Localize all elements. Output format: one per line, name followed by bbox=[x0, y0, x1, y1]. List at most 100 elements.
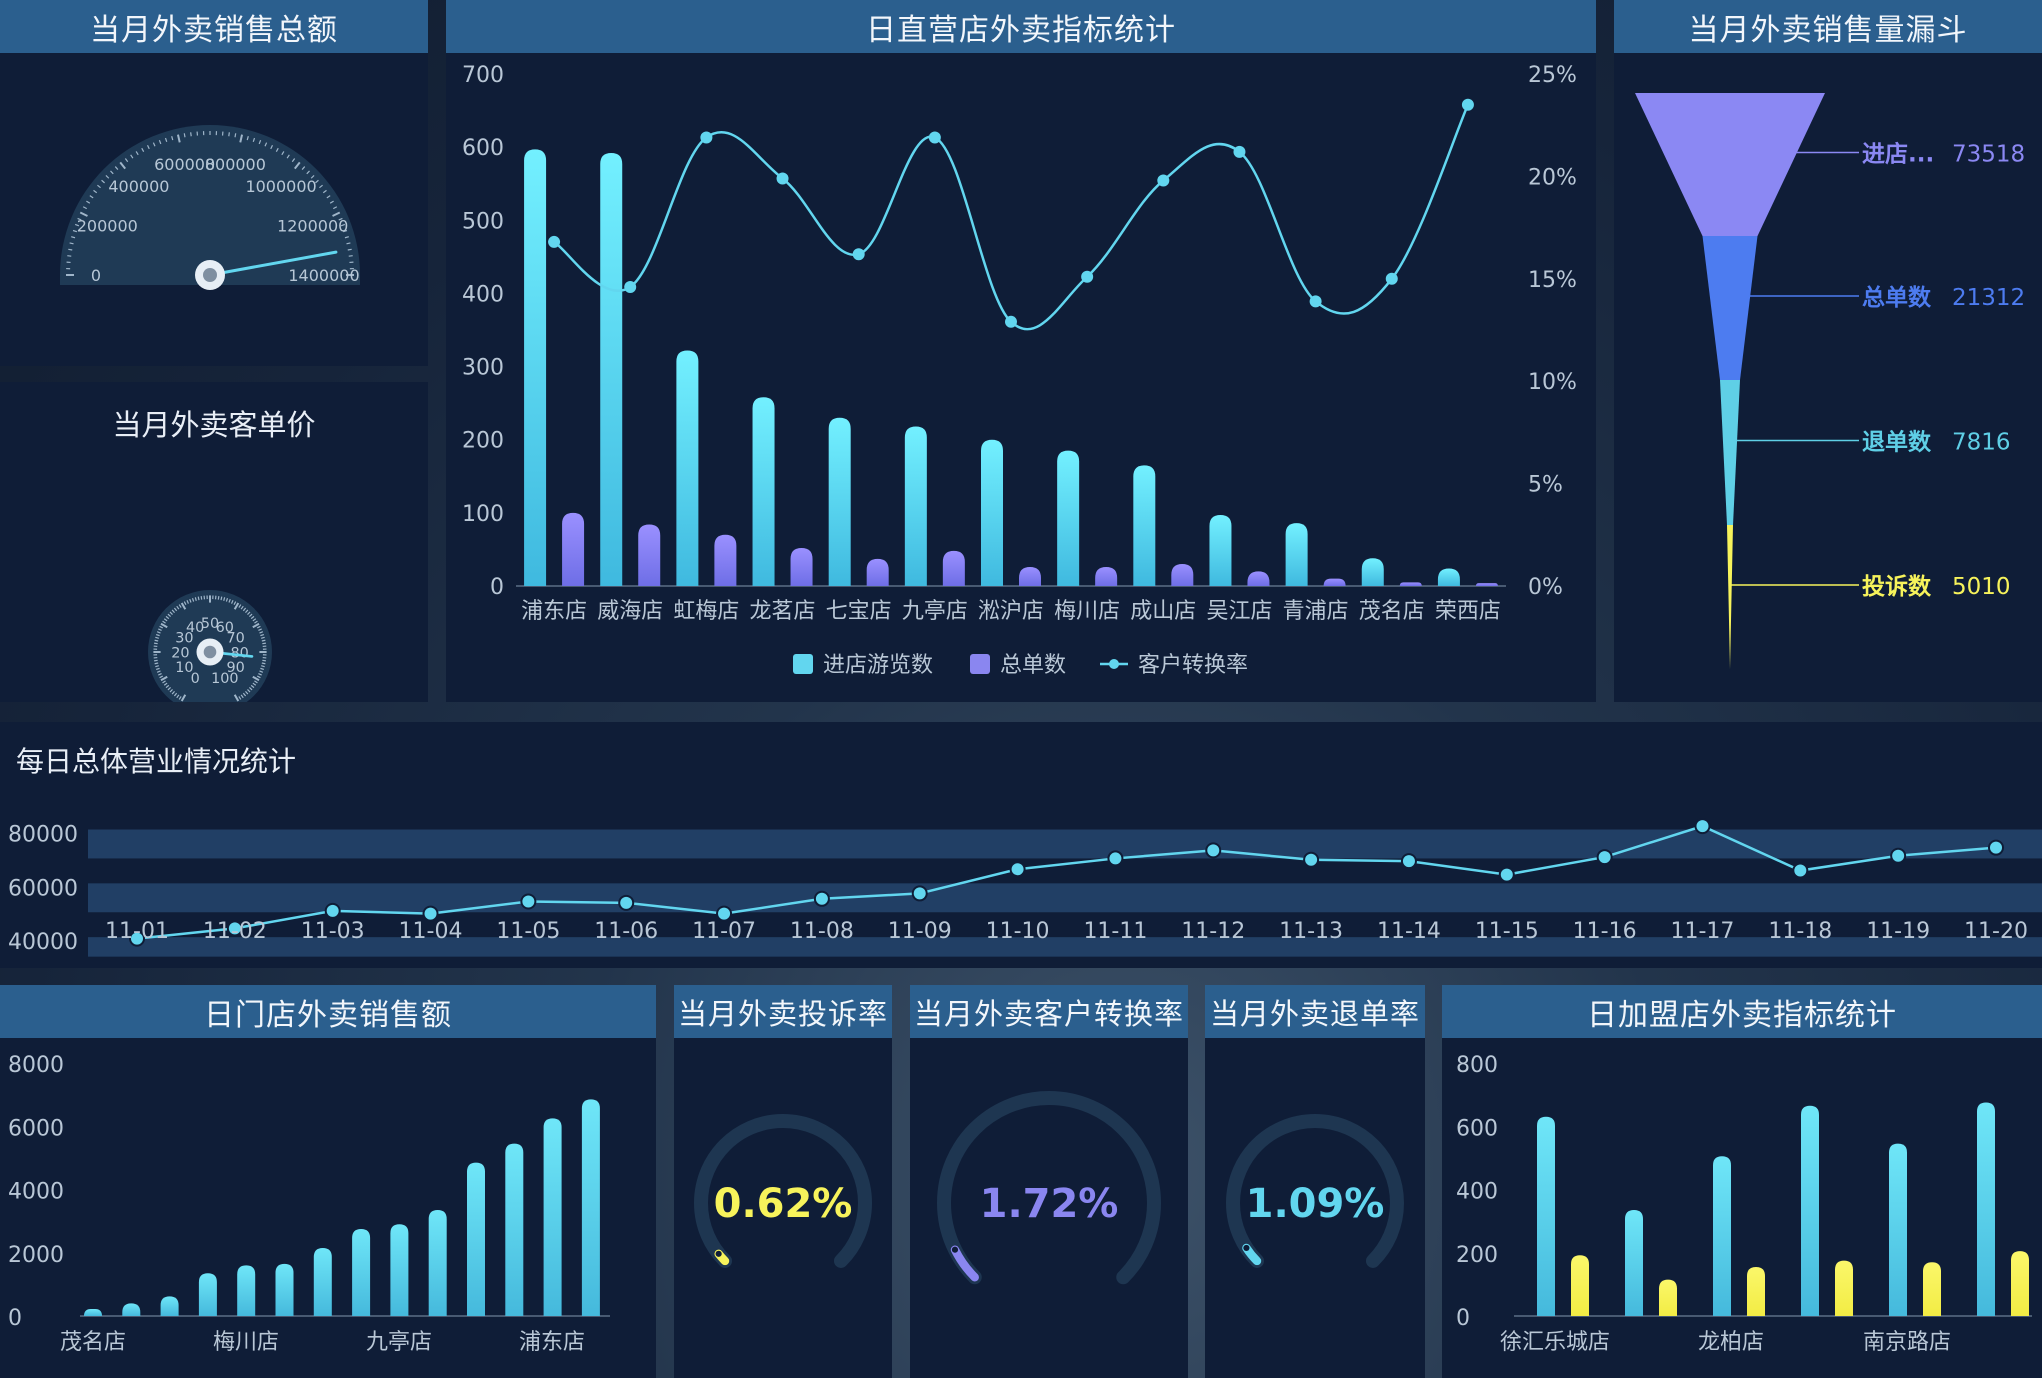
ring-progress-end bbox=[715, 1250, 722, 1257]
gauge-tick bbox=[169, 611, 173, 615]
gauge-tick bbox=[178, 604, 182, 608]
bar-visits bbox=[981, 439, 1003, 586]
gauge-tick-label: 100 bbox=[211, 671, 238, 687]
gauge-tick bbox=[319, 184, 323, 189]
gauge-tick bbox=[252, 622, 260, 629]
gauge-tick bbox=[165, 684, 170, 689]
gauge-tick bbox=[259, 631, 264, 634]
gauge-tick bbox=[245, 609, 249, 614]
ring-track bbox=[937, 1091, 1161, 1285]
gauge-tick bbox=[332, 211, 341, 217]
point-daily bbox=[1598, 851, 1611, 864]
panel-total-sales: 当月外卖销售总额 0 200000 400000 600000 800000 100000… bbox=[0, 0, 428, 366]
gauge-tick bbox=[82, 206, 88, 210]
gauge-tick-label: 40 bbox=[186, 620, 204, 636]
gauge-tick-label: 1200000 bbox=[277, 217, 348, 236]
y-tick-label: 800 bbox=[1456, 1053, 1498, 1078]
gauge-tick bbox=[135, 151, 139, 156]
panel-complaint-rate: 当月外卖投诉率 0.62% bbox=[674, 985, 892, 1378]
y-right-tick-label: 20% bbox=[1528, 165, 1577, 190]
y-right-tick-label: 15% bbox=[1528, 268, 1577, 293]
bar-visits bbox=[904, 426, 927, 586]
bar-franchise-a bbox=[1801, 1105, 1819, 1316]
x-tick-label: 11-07 bbox=[692, 919, 756, 944]
gauge-tick bbox=[101, 179, 105, 184]
gauge-tick bbox=[256, 675, 261, 679]
complaint-rate-ring: 0.62% bbox=[694, 1114, 872, 1268]
y-right-tick-label: 0% bbox=[1528, 575, 1563, 600]
gauge-tick bbox=[242, 607, 247, 612]
y-tick-label: 0 bbox=[8, 1306, 22, 1331]
point-conversion bbox=[1385, 272, 1398, 285]
point-daily bbox=[815, 892, 828, 905]
y-left-tick-label: 400 bbox=[462, 282, 504, 307]
bar-franchise-b bbox=[1923, 1262, 1941, 1316]
point-daily bbox=[1207, 844, 1220, 857]
panel-refund-rate: 当月外卖退单率 1.09% bbox=[1205, 985, 1425, 1378]
gauge-tick bbox=[158, 628, 162, 631]
gauge-tick bbox=[180, 694, 187, 702]
point-conversion bbox=[1005, 315, 1017, 328]
gauge-tick bbox=[167, 613, 172, 617]
gauge-tick bbox=[186, 600, 189, 604]
y-left-tick-label: 700 bbox=[462, 63, 504, 88]
point-conversion bbox=[852, 248, 865, 261]
gauge-tick bbox=[252, 137, 256, 143]
bar-store-sales bbox=[237, 1265, 256, 1316]
grid-band bbox=[88, 937, 2042, 957]
point-daily bbox=[1892, 849, 1905, 862]
point-daily bbox=[326, 904, 339, 917]
gauge-tick bbox=[191, 597, 195, 602]
y-tick-label: 600 bbox=[1456, 1116, 1498, 1141]
gauge-tick bbox=[261, 636, 265, 639]
gauge-tick bbox=[67, 255, 72, 257]
x-tick-label: 11-08 bbox=[790, 919, 854, 944]
gauge-tick bbox=[180, 602, 187, 610]
gauge-tick bbox=[245, 690, 249, 695]
gauge-tick bbox=[167, 687, 172, 691]
x-tick-label: 南京路店 bbox=[1863, 1330, 1951, 1355]
gauge-tick bbox=[119, 161, 126, 170]
gauge-tick bbox=[190, 132, 192, 137]
gauge-tick-label: 400000 bbox=[108, 177, 169, 196]
gauge-tick bbox=[258, 628, 262, 631]
legend-label: 总单数 bbox=[1000, 653, 1066, 678]
gauge-tick bbox=[254, 680, 258, 684]
gauge-tick bbox=[294, 161, 301, 170]
bar-visits bbox=[524, 149, 547, 586]
gauge-tick bbox=[332, 206, 338, 210]
ring-progress-end bbox=[1243, 1244, 1250, 1252]
point-daily bbox=[1402, 855, 1415, 868]
bar-orders bbox=[562, 512, 585, 586]
gauge-tick bbox=[162, 620, 166, 624]
bar-visits bbox=[1133, 465, 1156, 586]
panel-title: 当月外卖客户转换率 bbox=[910, 985, 1188, 1038]
gauge-tick bbox=[155, 633, 160, 637]
x-tick-label: 茂名店 bbox=[1359, 599, 1425, 624]
funnel-label: 总单数 bbox=[1862, 284, 1932, 311]
panel-title: 当月外卖客单价 bbox=[112, 408, 316, 442]
panel-unit-price: 当月外卖客单价 0 10 20 30 40 50 60 70 80 90 100 bbox=[0, 382, 428, 702]
y-tick-label: 80000 bbox=[8, 823, 78, 848]
gauge-tick bbox=[68, 248, 73, 251]
y-right-tick-label: 25% bbox=[1528, 63, 1577, 88]
gauge-tick-label: 80 bbox=[230, 645, 248, 661]
point-daily bbox=[424, 907, 437, 920]
direct-store-chart: 0 100 200 300 400 500 600 700 0% 5% 10% 15% 20% 25% 浦东… bbox=[462, 63, 1577, 678]
gauge-tick-label: 600000 bbox=[154, 155, 215, 174]
gauge-tick bbox=[176, 134, 181, 143]
bar-store-sales bbox=[581, 1099, 600, 1316]
bar-orders bbox=[1095, 566, 1118, 586]
gauge-tick bbox=[250, 684, 255, 689]
x-tick-label: 11-06 bbox=[594, 919, 658, 944]
bar-visits bbox=[752, 397, 775, 586]
gauge-tick bbox=[275, 147, 279, 153]
rate-value: 1.72% bbox=[980, 1181, 1119, 1227]
gauge-tick bbox=[231, 600, 234, 604]
y-tick-label: 40000 bbox=[8, 930, 78, 955]
gauge-tick-label: 1400000 bbox=[288, 266, 359, 285]
gauge-tick bbox=[348, 255, 353, 257]
gauge-tick bbox=[171, 609, 175, 614]
x-tick-label: 茂名店 bbox=[60, 1330, 126, 1355]
point-conversion bbox=[928, 131, 941, 144]
